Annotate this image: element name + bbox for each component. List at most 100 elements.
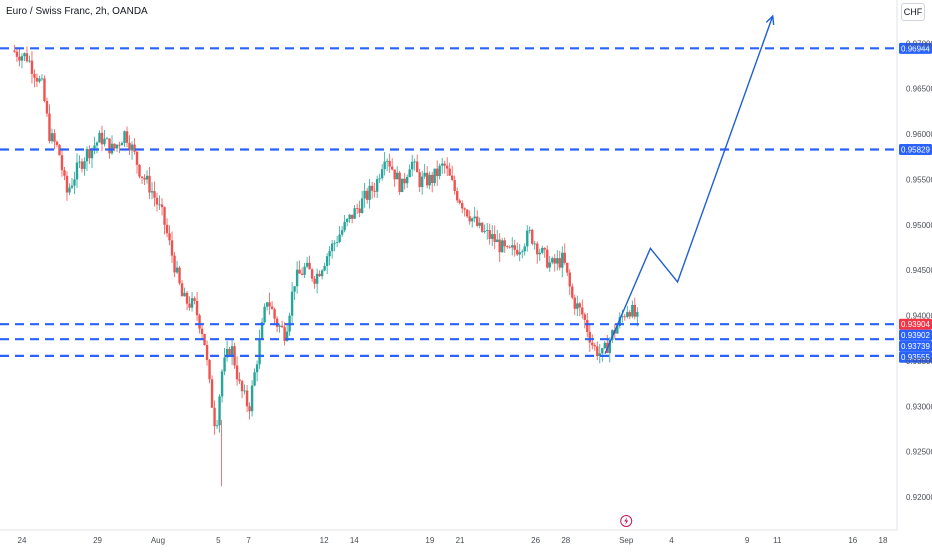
candle-body [35, 77, 39, 82]
candle-body [230, 346, 234, 356]
candle-body [496, 239, 499, 242]
candle-body [473, 216, 476, 219]
candle-body [430, 174, 434, 184]
level-price-tag [899, 42, 932, 54]
candle-body [38, 78, 41, 82]
candle-body [68, 187, 71, 193]
candle-body [523, 246, 526, 252]
candle-body [558, 258, 561, 268]
candle-body [516, 249, 519, 255]
candle-body [398, 172, 401, 193]
candle-body [388, 160, 391, 167]
candle-body [310, 269, 314, 279]
candle-body [588, 331, 591, 343]
candle-body [603, 342, 606, 349]
candle-body [541, 247, 544, 253]
candle-body [48, 113, 51, 142]
candle-body [225, 348, 229, 358]
candle-body [245, 390, 249, 407]
candle-body [463, 208, 466, 210]
candle-body [325, 256, 329, 267]
candle-body [415, 161, 419, 173]
candle-body [586, 319, 589, 332]
time-tick-label: 24 [18, 536, 27, 545]
candle-body [158, 204, 161, 206]
candle-body [60, 155, 64, 171]
time-tick-label: Aug [151, 536, 165, 545]
candle-body [375, 179, 379, 192]
candle-body [370, 185, 374, 191]
candle-body [223, 357, 226, 372]
candle-body [63, 170, 66, 176]
candle-body [483, 230, 486, 232]
horizontal-levels[interactable]: 0.96944 0.95829 0.93904 0.93902 0.93739 0.935… [0, 42, 932, 363]
candle-body [628, 312, 631, 317]
projection-arrowhead [765, 14, 775, 26]
candle-body [313, 278, 316, 284]
candle-body [373, 190, 376, 192]
time-tick-label: 14 [350, 536, 359, 545]
candle-body [486, 230, 489, 231]
candle-body [175, 267, 179, 273]
candle-body [203, 334, 206, 345]
projection-arrow[interactable] [604, 14, 775, 354]
level-price-tag [899, 351, 932, 363]
candle-body [448, 168, 451, 176]
candle-body [135, 151, 139, 165]
candle-body [533, 243, 536, 245]
candle-body [363, 190, 366, 199]
currency-button[interactable]: CHF [901, 3, 925, 21]
candle-body [623, 316, 626, 318]
candle-body [390, 166, 394, 170]
candle-body [115, 144, 119, 149]
candle-body [506, 246, 509, 248]
candle-body [538, 252, 541, 255]
candle-body [343, 221, 346, 231]
candle-body [15, 51, 19, 57]
time-tick-label: 7 [246, 536, 251, 545]
candle-body [285, 331, 289, 341]
candle-body [273, 309, 276, 319]
candle-body [258, 339, 261, 365]
candle-body [200, 328, 204, 335]
candle-body [408, 169, 411, 178]
candle-body [100, 132, 104, 145]
candle-body [345, 218, 349, 222]
candle-body [308, 262, 311, 270]
candle-body [551, 258, 554, 263]
candle-body [278, 325, 281, 327]
time-tick-label: 19 [425, 536, 434, 545]
event-icon-group[interactable] [620, 515, 633, 527]
candle-body [305, 262, 309, 267]
candle-body [360, 198, 364, 213]
candle-body [578, 303, 581, 308]
candle-body [461, 203, 464, 209]
time-axis[interactable]: 24 29 Aug 5 7 12 14 19 21 26 28 Sep 4 9 11 16 18 [0, 529, 897, 545]
candle-body [65, 175, 69, 193]
candle-body [546, 249, 549, 268]
candle-body [30, 60, 34, 74]
candle-body [198, 315, 201, 329]
candle-body [598, 353, 601, 357]
candle-body [170, 240, 174, 256]
candle-body [103, 138, 106, 145]
candle-body [566, 262, 569, 273]
candle-body [508, 246, 511, 248]
candle-body [220, 371, 224, 397]
candle-body [255, 364, 259, 373]
candle-body [318, 273, 321, 277]
candle-body [633, 305, 637, 317]
projection-path[interactable] [604, 15, 774, 354]
candle-body [438, 165, 441, 177]
candle-body [330, 243, 334, 252]
candle-body [445, 165, 449, 169]
